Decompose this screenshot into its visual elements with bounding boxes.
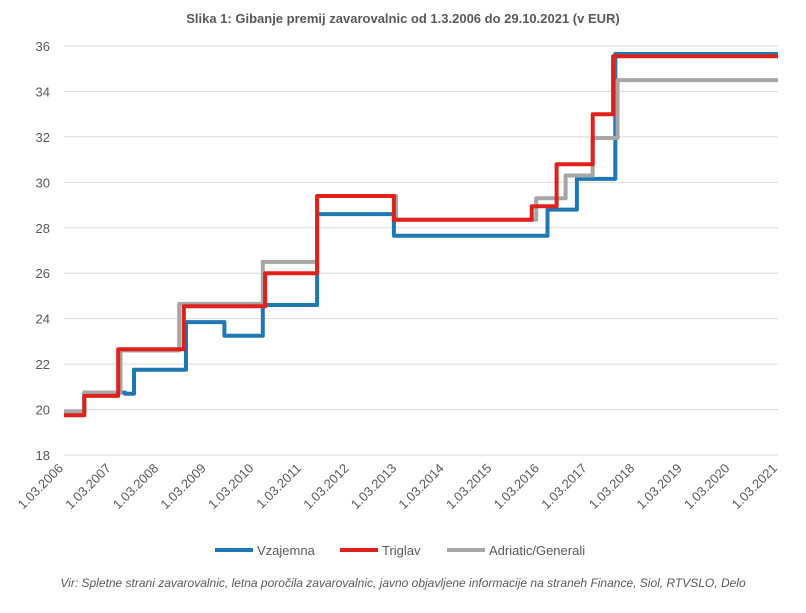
- x-tick-label: 1.03.2014: [395, 461, 447, 513]
- y-tick-label: 32: [36, 130, 50, 145]
- x-tick-label: 1.03.2017: [538, 461, 590, 513]
- y-tick-label: 28: [36, 221, 50, 236]
- x-tick-label: 1.03.2009: [157, 461, 209, 513]
- source-note: Vir: Spletne strani zavarovalnic, letna …: [60, 576, 746, 590]
- y-tick-label: 22: [36, 357, 50, 372]
- x-tick-label: 1.03.2007: [62, 461, 114, 513]
- y-axis: 18 20 22 24 26 28 30 32 34 36: [36, 39, 50, 463]
- x-tick-label: 1.03.2019: [633, 461, 685, 513]
- x-tick-label: 1.03.2018: [586, 461, 638, 513]
- series-lines: [64, 52, 778, 418]
- y-tick-label: 20: [36, 403, 50, 418]
- legend-label: Triglav: [382, 543, 421, 558]
- y-tick-label: 24: [36, 312, 50, 327]
- x-tick-label: 1.03.2015: [443, 461, 495, 513]
- series-line-adriatic-generali: [64, 78, 778, 414]
- x-tick-label: 1.03.2008: [110, 461, 162, 513]
- y-tick-label: 36: [36, 39, 50, 54]
- series-line-vzajemna: [64, 52, 778, 414]
- x-tick-label: 1.03.2020: [681, 461, 733, 513]
- chart-title: Slika 1: Gibanje premij zavarovalnic od …: [186, 11, 620, 26]
- legend: Vzajemna Triglav Adriatic/Generali: [215, 543, 585, 558]
- y-tick-label: 34: [36, 84, 50, 99]
- legend-label: Adriatic/Generali: [489, 543, 585, 558]
- x-tick-label: 1.03.2012: [300, 461, 352, 513]
- x-tick-label: 1.03.2010: [205, 461, 257, 513]
- gridlines: [64, 45, 778, 456]
- legend-label: Vzajemna: [257, 543, 316, 558]
- series-line-triglav: [64, 54, 778, 418]
- x-tick-label: 1.03.2011: [253, 461, 304, 512]
- x-tick-label: 1.03.2006: [15, 461, 67, 513]
- x-tick-label: 1.03.2016: [491, 461, 543, 513]
- y-tick-label: 30: [36, 175, 50, 190]
- x-tick-label: 1.03.2013: [348, 461, 400, 513]
- y-tick-label: 26: [36, 266, 50, 281]
- x-axis: 1.03.20061.03.20071.03.20081.03.20091.03…: [15, 461, 781, 513]
- x-tick-label: 1.03.2021: [729, 461, 781, 513]
- y-tick-label: 18: [36, 448, 50, 463]
